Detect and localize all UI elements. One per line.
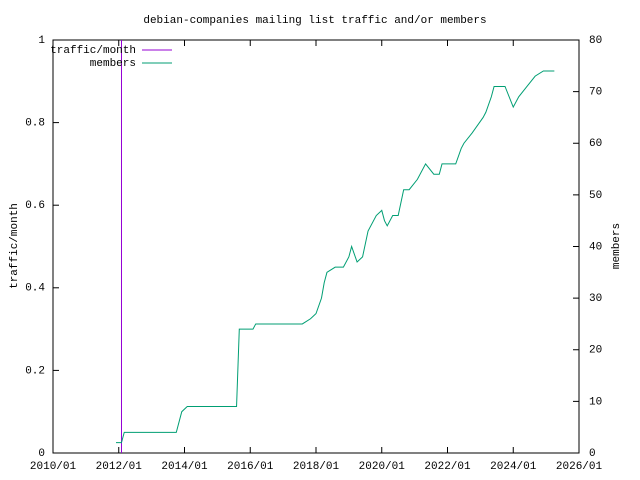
- x-tick-label: 2020/01: [359, 461, 406, 473]
- data-line: [116, 70, 555, 444]
- y2-tick-label: 80: [589, 35, 602, 47]
- y2-tick-label: 10: [589, 396, 602, 408]
- chart-title: debian-companies mailing list traffic an…: [143, 15, 486, 27]
- x-tick-label: 2010/01: [30, 461, 77, 473]
- y2-tick-label: 20: [589, 345, 602, 357]
- plot-frame: [52, 39, 580, 454]
- y-tick-label: 0: [38, 448, 45, 460]
- y2-tick-label: 70: [589, 87, 602, 99]
- y2-tick-label: 60: [589, 138, 602, 150]
- y-tick-label: 0.8: [25, 118, 45, 130]
- x-tick-label: 2024/01: [490, 461, 537, 473]
- y2-tick-label: 50: [589, 190, 602, 202]
- legend-label: traffic/month: [50, 45, 136, 57]
- y-axis-label: traffic/month: [9, 203, 21, 289]
- y2-axis-label: members: [611, 223, 623, 269]
- x-tick-label: 2012/01: [96, 461, 143, 473]
- y-tick-label: 0.4: [25, 283, 45, 295]
- x-tick-label: 2016/01: [227, 461, 274, 473]
- y2-tick-label: 0: [589, 448, 596, 460]
- x-tick-label: 2022/01: [424, 461, 471, 473]
- x-tick-label: 2026/01: [556, 461, 603, 473]
- y-tick-label: 0.6: [25, 200, 45, 212]
- x-tick-label: 2018/01: [293, 461, 340, 473]
- y2-tick-label: 30: [589, 293, 602, 305]
- legend-label: members: [90, 58, 136, 70]
- y-tick-label: 0.2: [25, 365, 45, 377]
- y2-tick-label: 40: [589, 241, 602, 253]
- y-tick-label: 1: [38, 35, 45, 47]
- x-tick-label: 2014/01: [161, 461, 208, 473]
